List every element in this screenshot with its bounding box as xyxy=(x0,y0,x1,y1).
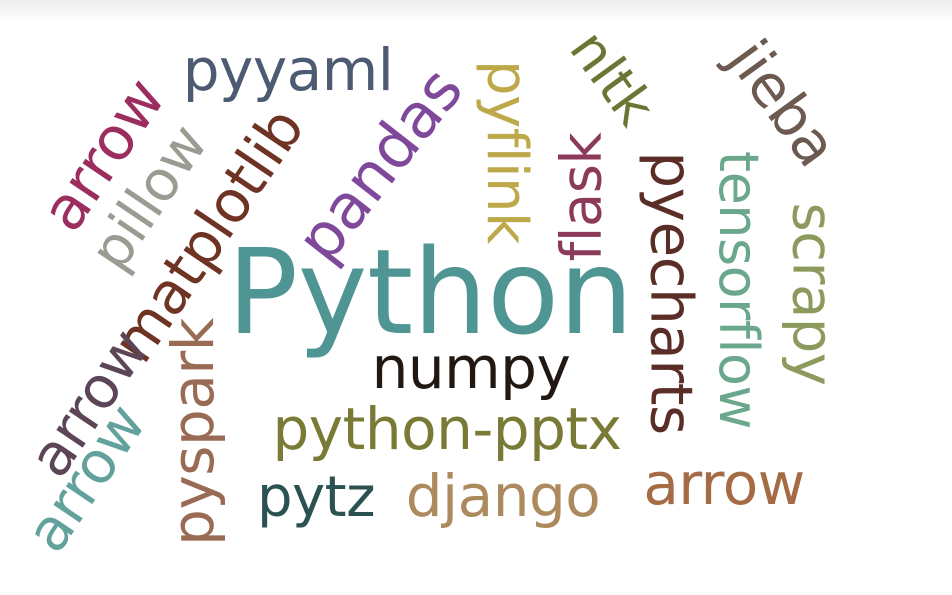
word-pyflink: pyflink xyxy=(473,60,539,244)
word-pyspark: pyspark xyxy=(159,318,227,546)
word-pytz: pytz xyxy=(256,465,376,530)
top-band xyxy=(0,0,952,22)
word-pyecharts: pyecharts xyxy=(637,151,706,435)
word-nltk: nltk xyxy=(557,18,668,137)
word-numpy: numpy xyxy=(371,334,571,402)
word-python-pptx: python-pptx xyxy=(272,395,622,463)
word-tensorflow: tensorflow xyxy=(707,150,770,430)
word-arrow-bottom-right: arrow xyxy=(643,450,805,518)
word-django: django xyxy=(405,462,601,530)
word-pyyaml: pyyaml xyxy=(182,36,394,104)
word-flask: flask xyxy=(548,132,614,262)
word-python: Python xyxy=(226,223,634,361)
word-scrapy: scrapy xyxy=(779,202,844,386)
